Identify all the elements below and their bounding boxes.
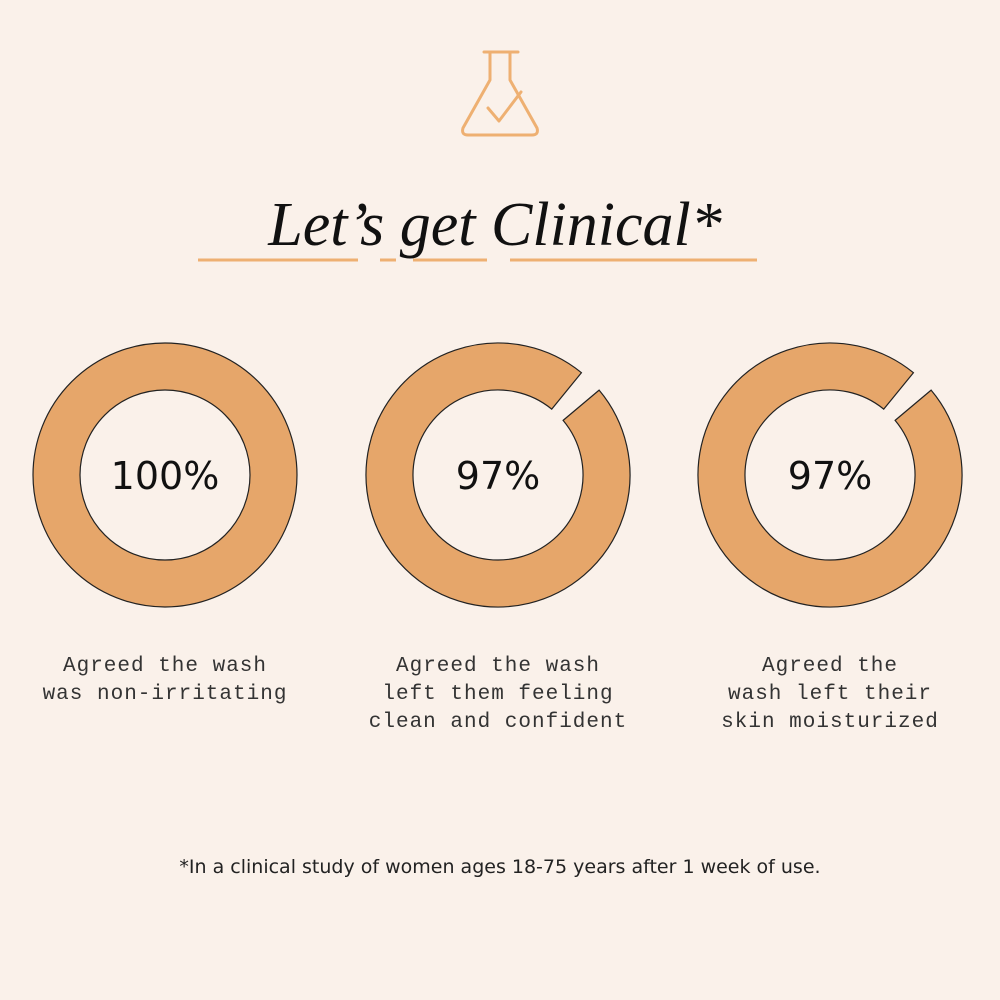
donut-arc (365, 342, 631, 608)
caption-line: Agreed the wash (63, 655, 267, 678)
title: Let’s get Clinical* (267, 191, 722, 259)
value-label: 97% (456, 454, 540, 498)
value-label: 100% (111, 454, 220, 498)
footnote: *In a clinical study of women ages 18-75… (179, 856, 820, 878)
caption-line: Agreed the (762, 655, 898, 678)
donut-arc (697, 342, 963, 608)
caption-line: left them feeling (382, 683, 613, 706)
value-label: 97% (788, 454, 872, 498)
caption-line: wash left their (728, 683, 932, 706)
donut-arc (32, 342, 298, 608)
caption-line: clean and confident (369, 711, 627, 734)
flask-icon (461, 50, 539, 137)
caption-line: was non-irritating (43, 683, 288, 706)
caption-line: skin moisturized (721, 711, 939, 734)
caption-line: Agreed the wash (396, 655, 600, 678)
